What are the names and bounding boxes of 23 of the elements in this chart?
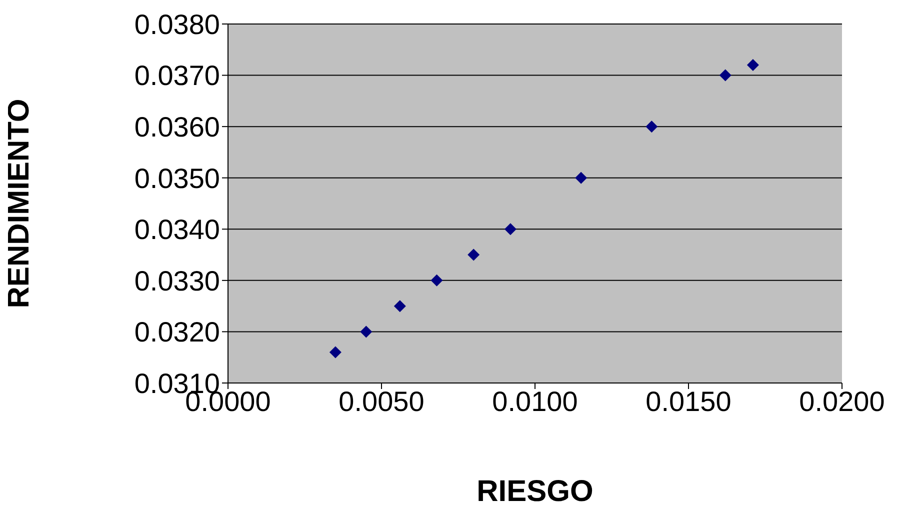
x-tick-label: 0.0050 <box>338 386 424 417</box>
y-axis-title: RENDIMIENTO <box>2 98 36 308</box>
y-tick-label: 0.0320 <box>134 316 220 348</box>
y-tick-label: 0.0340 <box>134 214 220 246</box>
point <box>360 326 372 338</box>
y-tick-label: 0.0330 <box>134 265 220 296</box>
y-tick-label: 0.0360 <box>134 112 220 143</box>
point <box>468 248 480 261</box>
point <box>719 69 732 82</box>
point <box>575 172 588 184</box>
x-tick-label: 0.0150 <box>646 386 732 417</box>
x-axis-title: RIESGO <box>476 475 594 508</box>
x-tick-label: 0.0200 <box>799 386 885 417</box>
point <box>646 120 658 133</box>
x-tick-label: 0.0100 <box>492 386 578 417</box>
y-tick-label: 0.0350 <box>134 162 220 194</box>
point <box>504 223 516 236</box>
point <box>394 300 406 312</box>
point <box>746 59 759 72</box>
point <box>430 274 443 286</box>
y-tick-label: 0.0380 <box>134 8 220 40</box>
y-tick-label: 0.0370 <box>134 60 220 92</box>
point <box>329 346 342 358</box>
